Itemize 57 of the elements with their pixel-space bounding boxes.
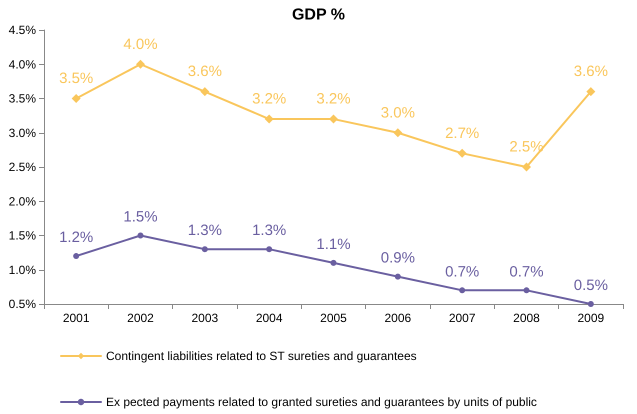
data-label: 2.7% xyxy=(445,124,480,142)
y-tick-label: 3.5% xyxy=(8,92,36,106)
y-tick-label: 3.0% xyxy=(8,126,36,140)
point xyxy=(393,128,402,138)
data-label: 0.7% xyxy=(509,263,544,280)
data-label: 1.3% xyxy=(188,222,222,240)
point xyxy=(264,114,274,124)
point xyxy=(202,246,208,252)
y-tick-label: 2.0% xyxy=(8,194,36,208)
data-label: 4.0% xyxy=(123,36,158,53)
point xyxy=(524,287,530,294)
data-label: 3.5% xyxy=(59,70,94,87)
data-label: 3.6% xyxy=(188,63,222,80)
point xyxy=(73,253,80,260)
point xyxy=(330,260,336,266)
point xyxy=(138,232,144,238)
data-label: 3.6% xyxy=(574,63,608,80)
x-tick-label: 2006 xyxy=(384,311,412,325)
data-label: 3.2% xyxy=(316,90,351,108)
y-tick-label: 0.5% xyxy=(8,297,36,311)
x-tick-label: 2007 xyxy=(448,311,476,325)
data-label: 1.2% xyxy=(59,229,94,246)
data-label: 2.5% xyxy=(509,138,544,156)
y-tick-label: 1.0% xyxy=(8,262,36,277)
x-tick-label: 2004 xyxy=(256,311,283,325)
point xyxy=(72,94,81,103)
point xyxy=(586,87,596,96)
point xyxy=(266,246,272,252)
x-tick-label: 2003 xyxy=(191,311,219,325)
point xyxy=(458,148,467,158)
x-tick-label: 2001 xyxy=(62,311,90,325)
y-tick-label: 4.0% xyxy=(8,57,36,72)
point xyxy=(136,60,145,69)
point xyxy=(459,287,466,294)
point xyxy=(329,114,338,124)
data-label: 0.5% xyxy=(574,277,608,294)
point xyxy=(522,162,531,172)
data-label: 1.5% xyxy=(123,208,158,226)
point xyxy=(588,301,594,307)
data-label: 1.1% xyxy=(316,236,351,253)
point xyxy=(394,274,401,280)
point xyxy=(200,87,210,96)
data-label: 3.0% xyxy=(380,104,415,122)
data-label: 0.7% xyxy=(445,263,480,280)
data-label: 1.3% xyxy=(252,222,286,240)
x-tick-label: 2009 xyxy=(577,311,605,325)
x-tick-label: 2008 xyxy=(513,311,540,325)
y-tick-label: 2.5% xyxy=(8,160,36,174)
y-tick-label: 4.5% xyxy=(8,23,36,37)
chart-title: GDP % xyxy=(292,6,346,24)
x-tick-label: 2002 xyxy=(127,311,154,325)
legend-label: Ex pected payments related to granted sureties and guarantees by units of public xyxy=(106,395,537,409)
legend-label: Contingent liabilities related to ST sureties and guarantees xyxy=(106,349,417,363)
x-tick-label: 2005 xyxy=(320,311,348,325)
data-label: 3.2% xyxy=(252,90,286,108)
y-tick-label: 1.5% xyxy=(8,228,36,242)
data-label: 0.9% xyxy=(380,250,415,267)
